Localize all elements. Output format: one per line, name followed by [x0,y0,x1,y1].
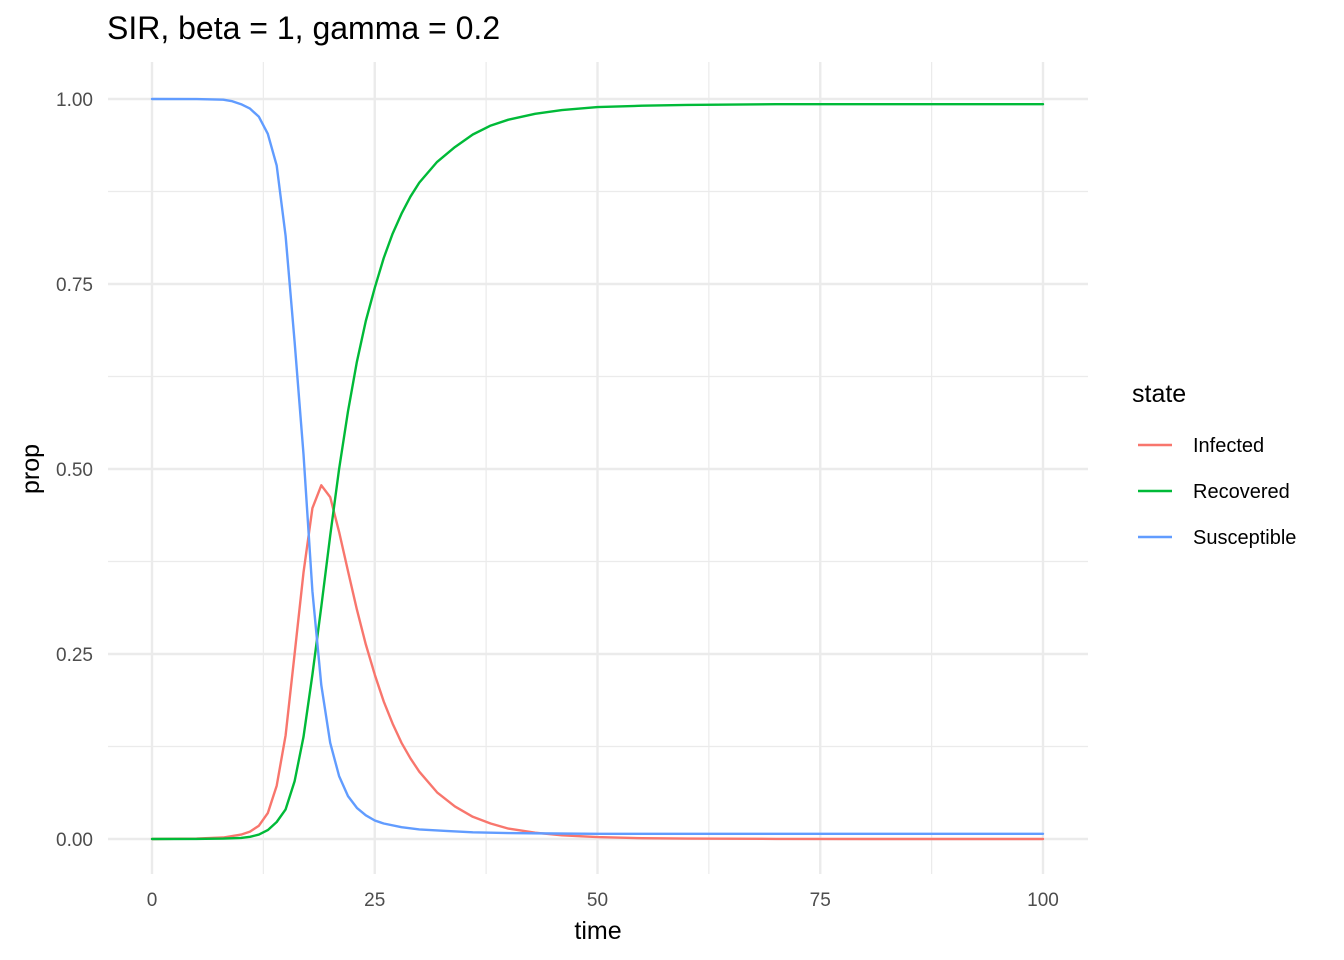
series-lines [150,97,1045,841]
series-line-recovered [150,102,1045,841]
series-line-susceptible [150,97,1045,835]
x-tick-label: 0 [147,890,158,911]
y-tick-label: 0.00 [56,830,93,851]
y-tick-label: 0.25 [56,645,93,666]
legend-items: Infected Recovered Susceptible [1138,435,1296,549]
chart-title: SIR, beta = 1, gamma = 0.2 [107,10,500,46]
legend: state Infected Recovered Susceptible [1132,380,1296,549]
y-axis-title: prop [17,444,45,494]
y-tick-label: 0.75 [56,275,93,296]
x-tick-label: 100 [1027,890,1059,911]
x-tick-label: 25 [364,890,385,911]
x-axis-title: time [574,917,621,945]
legend-label-infected: Infected [1193,435,1264,457]
legend-title: state [1132,380,1186,408]
y-tick-label: 0.50 [56,460,93,481]
grid [108,62,1088,874]
x-tick-label: 50 [587,890,608,911]
legend-label-recovered: Recovered [1193,481,1290,503]
axes: 0 25 50 75 100 0.00 0.25 0.50 0.75 1.00 [56,90,1059,911]
legend-label-susceptible: Susceptible [1193,527,1296,549]
y-tick-label: 1.00 [56,90,93,111]
x-tick-label: 75 [810,890,831,911]
series-line-infected [150,484,1045,841]
